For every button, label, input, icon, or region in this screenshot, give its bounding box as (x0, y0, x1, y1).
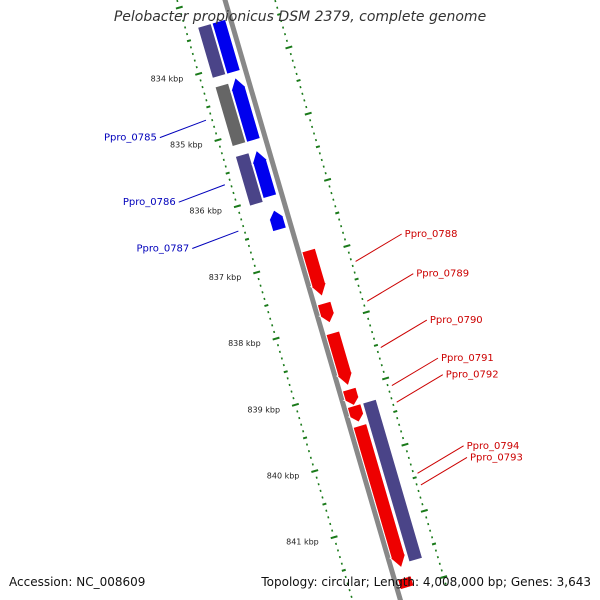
label-leader-line (420, 456, 468, 486)
gene-labels: Ppro_0785 Ppro_0786 Ppro_0787 Ppro_0788 Ppro… (104, 119, 523, 486)
label-leader-line (366, 273, 414, 302)
axis-labels: 834 kbp 835 kbp 836 kbp 837 kbp 838 kbp 839 k… (151, 74, 319, 546)
gene-features (196, 18, 424, 591)
label-leader-line (159, 119, 207, 139)
gene-ppro-0787 (267, 209, 288, 233)
inner-tick-track-mark (323, 177, 332, 182)
outer-tick-track-mark (311, 469, 319, 473)
gene-label: Ppro_0794 (467, 441, 520, 452)
outer-tick-track-mark (186, 39, 192, 43)
genome-backbone (222, 0, 403, 600)
outer-tick-track-mark (244, 237, 250, 241)
tick-marks (175, 0, 448, 598)
gene-feature (211, 18, 241, 75)
inner-tick-track-mark (431, 542, 437, 546)
inner-tick-track-mark (381, 376, 390, 381)
label-leader-line (178, 184, 225, 203)
outer-tick-track-mark (330, 535, 338, 540)
label-leader-line (396, 374, 444, 403)
gene-label: Ppro_0792 (446, 370, 499, 381)
outer-tick-track-mark (233, 204, 241, 209)
outer-tick-track-mark (302, 436, 308, 440)
gene-label: Ppro_0790 (430, 315, 483, 326)
gene-feature (396, 575, 415, 591)
axis-label: 841 kbp (286, 538, 319, 547)
outer-tick-track-mark (175, 5, 183, 10)
outer-tick-track-mark (214, 138, 222, 142)
inner-tick-track-mark (285, 45, 293, 50)
outer-tick-track-mark (291, 402, 300, 407)
inner-tick-track-mark (296, 79, 301, 83)
gene-label: Ppro_0793 (470, 452, 523, 463)
inner-tick-track-mark (393, 410, 398, 414)
axis-label: 834 kbp (151, 74, 184, 83)
gene-ppro-0786 (251, 149, 278, 200)
inner-tick-track-mark (343, 244, 351, 248)
gene-ppro-0790 (325, 330, 354, 387)
inner-tick-track-mark (420, 508, 428, 513)
outer-tick-track-mark (322, 502, 327, 506)
gene-label: Ppro_0785 (104, 133, 157, 144)
gene-ppro-0793 (352, 422, 407, 569)
gene-feature (234, 151, 264, 207)
gene-label: Ppro_0788 (405, 229, 458, 240)
gene-feature (196, 22, 227, 80)
inner-tick-track-mark (276, 12, 282, 16)
label-leader-line (192, 230, 239, 249)
outer-tick-track-mark (206, 105, 211, 109)
inner-tick-track-mark (440, 575, 448, 579)
label-leader-line (417, 445, 464, 474)
inner-tick-track-mark (354, 277, 359, 281)
outer-tick-track-mark (283, 370, 288, 374)
outer-tick-track-mark (272, 336, 280, 341)
gene-label: Ppro_0787 (136, 244, 189, 255)
axis-label: 837 kbp (209, 273, 242, 282)
genome-summary: Topology: circular; Length: 4,008,000 bp… (261, 575, 591, 589)
gene-ppro-0791 (341, 386, 361, 407)
gene-label: Ppro_0789 (416, 269, 469, 280)
axis-label: 836 kbp (189, 207, 222, 216)
inner-tick-track-mark (401, 442, 409, 447)
axis-label: 840 kbp (267, 471, 300, 480)
axis-label: 835 kbp (170, 140, 203, 149)
gene-ppro-0789 (316, 300, 336, 324)
label-leader-line (380, 319, 428, 348)
outer-tick-track-mark (225, 171, 230, 175)
backbone-line (222, 0, 403, 600)
gene-label: Ppro_0786 (123, 197, 176, 208)
gene-label: Ppro_0791 (441, 353, 494, 364)
inner-tick-track-mark (304, 111, 312, 116)
gene-ppro-0794 (361, 398, 424, 563)
accession-text: Accession: NC_008609 (9, 575, 146, 589)
axis-label: 839 kbp (247, 405, 280, 414)
gene-ppro-0788 (301, 247, 328, 298)
inner-tick-track-mark (362, 310, 370, 315)
outer-tick-track-mark (195, 71, 203, 76)
outer-tick-track-mark (253, 270, 261, 275)
inner-tick-track-mark (373, 343, 379, 347)
inner-tick-track-mark (335, 211, 340, 215)
gene-ppro-0785 (230, 76, 261, 144)
axis-label: 838 kbp (228, 339, 261, 348)
gene-feature (214, 82, 247, 148)
inner-tick-track-mark (412, 476, 417, 480)
label-leader-line (355, 233, 402, 262)
map-title: Pelobacter propionicus DSM 2379, complet… (113, 9, 487, 25)
outer-tick-track-mark (341, 568, 346, 572)
label-leader-line (391, 357, 439, 387)
inner-tick-track-mark (315, 145, 321, 149)
gene-ppro-0792 (346, 403, 366, 423)
outer-tick-track-mark (264, 303, 269, 308)
